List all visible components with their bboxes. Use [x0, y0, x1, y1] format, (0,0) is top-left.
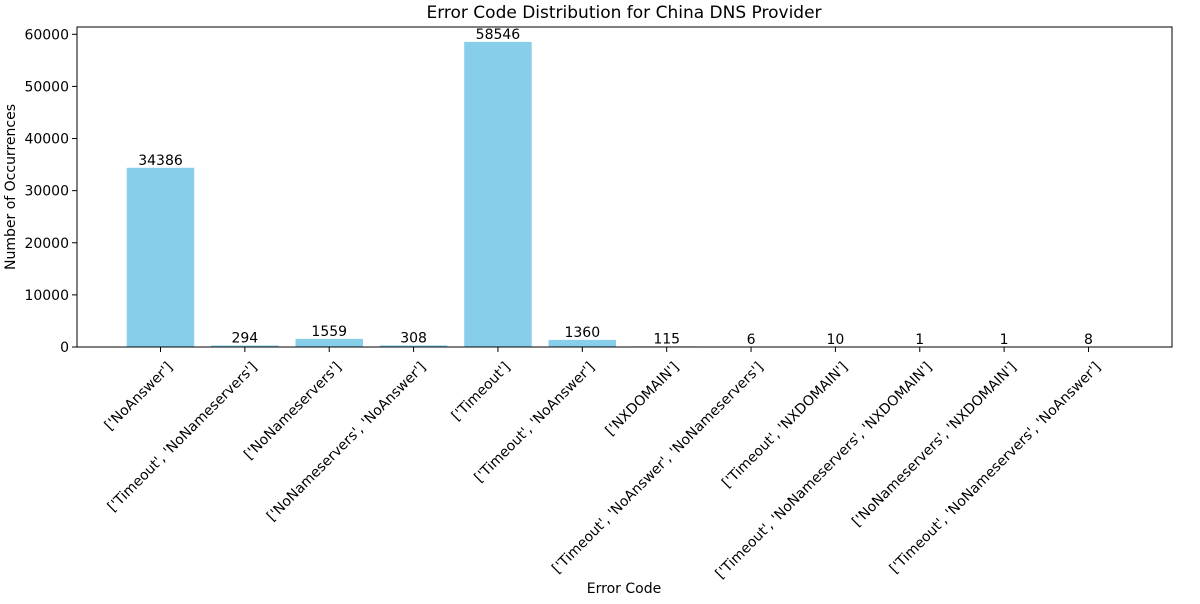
y-tick-label: 20000: [24, 236, 69, 252]
bar-value-label: 1360: [564, 325, 600, 341]
x-tick-label: ['NoNameservers', 'NXDOMAIN']: [849, 359, 1020, 530]
bar: [549, 340, 616, 347]
bar-value-label: 1: [915, 332, 924, 348]
y-axis-label: Number of Occurrences: [3, 104, 19, 270]
bar-value-label: 294: [231, 330, 258, 346]
x-tick-label: ['Timeout', 'NoNameservers']: [105, 359, 261, 515]
bar-value-label: 8: [1084, 332, 1093, 348]
y-tick-label: 60000: [24, 27, 69, 43]
x-tick-label: ['Timeout']: [449, 359, 514, 424]
y-tick-label: 40000: [24, 132, 69, 148]
x-tick-label: ['NXDOMAIN']: [603, 359, 683, 439]
bar: [127, 168, 194, 347]
bar-value-label: 1: [1000, 332, 1009, 348]
y-tick-label: 10000: [24, 288, 69, 304]
bar: [295, 339, 362, 347]
bar-value-label: 115: [653, 331, 680, 347]
chart-title: Error Code Distribution for China DNS Pr…: [426, 3, 821, 23]
bar-value-label: 58546: [476, 27, 521, 43]
x-tick-label: ['NoNameservers', 'NoAnswer']: [264, 359, 429, 524]
bar-value-label: 34386: [138, 153, 183, 169]
bars-layer: 34386 294 1559 308 58546 1360 115 6 10 1 1 8: [127, 27, 1122, 348]
y-tick-label: 0: [60, 340, 69, 356]
bar-value-label: 1559: [311, 324, 347, 340]
axes-layer: ['NoAnswer']['Timeout', 'NoNameservers']…: [24, 27, 1172, 582]
bar: [464, 42, 531, 347]
bar-value-label: 10: [826, 332, 844, 348]
x-tick-label: ['NoAnswer']: [102, 359, 176, 433]
plot-frame: [77, 27, 1172, 347]
x-axis-label: Error Code: [587, 581, 661, 597]
bar-value-label: 308: [400, 330, 427, 346]
bar-value-label: 6: [747, 332, 756, 348]
y-tick-label: 50000: [24, 79, 69, 95]
y-tick-label: 30000: [24, 184, 69, 200]
